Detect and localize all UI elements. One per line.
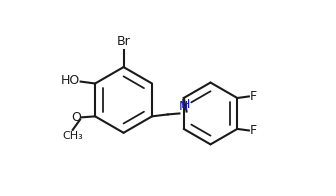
Text: Br: Br	[117, 35, 130, 48]
Text: HO: HO	[60, 74, 80, 87]
Text: N: N	[179, 100, 188, 113]
Text: H: H	[180, 98, 190, 111]
Text: CH₃: CH₃	[62, 132, 83, 142]
Text: F: F	[250, 124, 257, 137]
Text: O: O	[71, 111, 81, 124]
Text: F: F	[250, 90, 257, 103]
